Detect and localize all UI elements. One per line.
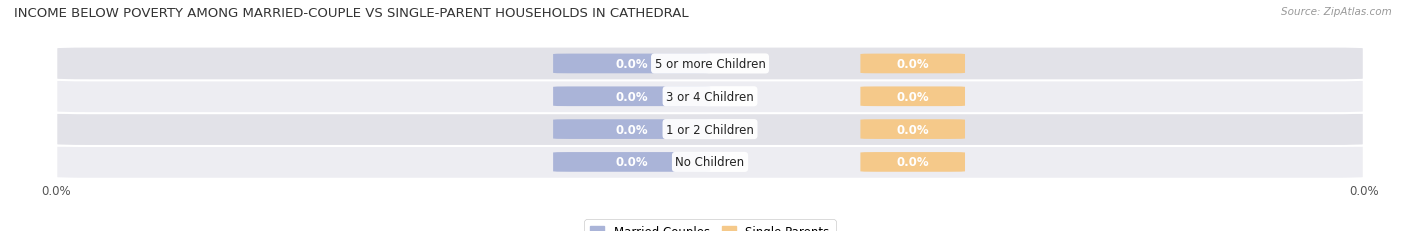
FancyBboxPatch shape — [56, 80, 1364, 114]
Text: No Children: No Children — [675, 156, 745, 169]
Text: Source: ZipAtlas.com: Source: ZipAtlas.com — [1281, 7, 1392, 17]
Text: 0.0%: 0.0% — [897, 58, 929, 71]
Text: 5 or more Children: 5 or more Children — [655, 58, 765, 71]
FancyBboxPatch shape — [860, 54, 965, 74]
FancyBboxPatch shape — [56, 113, 1364, 146]
Text: 0.0%: 0.0% — [616, 90, 648, 103]
FancyBboxPatch shape — [860, 87, 965, 107]
FancyBboxPatch shape — [553, 54, 710, 74]
FancyBboxPatch shape — [860, 120, 965, 139]
FancyBboxPatch shape — [553, 87, 710, 107]
FancyBboxPatch shape — [860, 152, 965, 172]
Text: 0.0%: 0.0% — [616, 123, 648, 136]
FancyBboxPatch shape — [553, 152, 710, 172]
Text: 0.0%: 0.0% — [897, 156, 929, 169]
Text: 0.0%: 0.0% — [616, 156, 648, 169]
Legend: Married Couples, Single Parents: Married Couples, Single Parents — [585, 219, 835, 231]
Text: 1 or 2 Children: 1 or 2 Children — [666, 123, 754, 136]
FancyBboxPatch shape — [56, 145, 1364, 179]
FancyBboxPatch shape — [553, 120, 710, 139]
Text: INCOME BELOW POVERTY AMONG MARRIED-COUPLE VS SINGLE-PARENT HOUSEHOLDS IN CATHEDR: INCOME BELOW POVERTY AMONG MARRIED-COUPL… — [14, 7, 689, 20]
Text: 0.0%: 0.0% — [616, 58, 648, 71]
Text: 0.0%: 0.0% — [897, 90, 929, 103]
FancyBboxPatch shape — [56, 47, 1364, 81]
Text: 0.0%: 0.0% — [897, 123, 929, 136]
Text: 3 or 4 Children: 3 or 4 Children — [666, 90, 754, 103]
